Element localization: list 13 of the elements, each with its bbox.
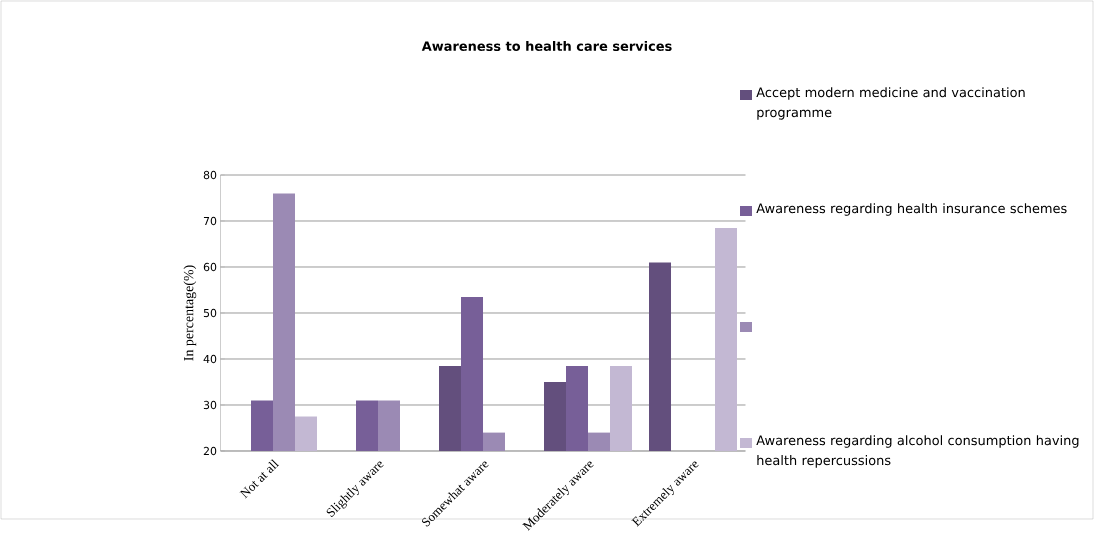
legend-label: Awareness regarding alcohol consumption having health repercussions	[756, 435, 1079, 468]
y-tick-label: 80	[203, 170, 217, 180]
legend-label: Awareness regarding health insurance schemes	[756, 203, 1067, 216]
y-tick-label: 70	[203, 216, 217, 226]
y-tick-label: 20	[203, 446, 217, 456]
y-axis-title: In percentage(%)	[183, 265, 197, 361]
chart-title: Awareness to health care services	[421, 41, 672, 52]
x-tick-label: Not at all	[239, 459, 280, 499]
y-tick-label: 40	[203, 354, 217, 364]
y-tick-label: 30	[203, 400, 217, 410]
y-tick-label: 60	[203, 262, 217, 272]
y-tick-label: 50	[203, 308, 217, 318]
legend-label: Accept modern medicine and vaccination programme	[756, 87, 1025, 120]
